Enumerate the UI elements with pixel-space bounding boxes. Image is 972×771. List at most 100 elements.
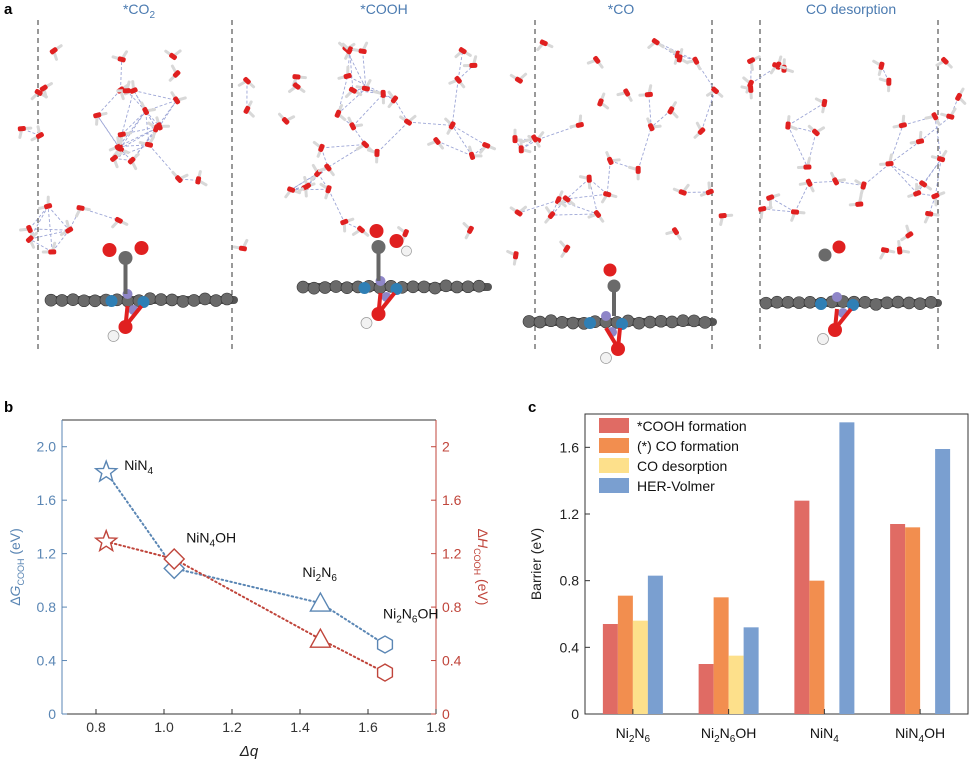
- hydrogen-bond: [650, 110, 672, 128]
- water-oxygen: [65, 226, 74, 234]
- bar-co-formation: [713, 597, 729, 714]
- carbon-atom: [198, 292, 212, 306]
- hydrogen-bond: [376, 121, 409, 154]
- x-tick-label: 1.0: [154, 719, 174, 735]
- carbon-atom: [77, 294, 91, 308]
- water-oxygen: [110, 154, 118, 162]
- water-oxygen: [692, 56, 700, 65]
- water-oxygen: [358, 48, 367, 55]
- carbon-atom: [307, 281, 321, 295]
- x-tick-label: NiN4: [810, 725, 839, 745]
- nickel-atom: [584, 317, 596, 329]
- point-label: NiN4: [124, 457, 153, 477]
- water-oxygen: [697, 127, 706, 135]
- water-oxygen: [281, 117, 290, 125]
- x-tick-label: Ni2N6: [616, 725, 651, 745]
- adsorbate-oxygen: [134, 241, 149, 255]
- hydrogen-bond: [96, 89, 121, 116]
- bar-co-desorption: [728, 655, 744, 714]
- legend-label: (*) CO formation: [637, 438, 739, 454]
- water-oxygen: [448, 121, 456, 130]
- hydrogen-bond: [133, 90, 177, 101]
- carbon-atom: [654, 314, 668, 328]
- hydrogen-bond: [648, 94, 652, 128]
- carbon-atom: [759, 296, 773, 310]
- hydrogen-bond: [518, 199, 559, 214]
- water-oxygen: [905, 231, 914, 239]
- x-tick-label: NiN4OH: [895, 725, 945, 745]
- water-oxygen: [860, 181, 867, 190]
- nitrogen-atom: [601, 311, 611, 321]
- water-oxygen: [343, 73, 352, 80]
- water-oxygen: [803, 164, 812, 170]
- hydrogen-bond: [809, 180, 836, 184]
- right-tick-label: 1.6: [442, 492, 462, 508]
- hydroxyl-oxygen: [611, 342, 625, 356]
- hydrogen-bond: [889, 163, 918, 194]
- carbon-atom: [643, 315, 657, 329]
- hydrogen-bond: [118, 144, 150, 148]
- hydrogen-bond: [916, 158, 942, 194]
- panel-label-b: b: [4, 399, 13, 416]
- hydrogen-bond: [701, 90, 716, 132]
- hydrogen-bond: [863, 163, 890, 186]
- carbon-atom: [803, 295, 817, 309]
- water-oxygen: [512, 135, 518, 144]
- water-oxygen: [348, 86, 357, 94]
- water-oxygen: [593, 56, 601, 64]
- water-oxygen: [766, 194, 775, 201]
- nickel-atom: [137, 296, 150, 308]
- bar-her-volmer: [647, 575, 663, 714]
- right-tick-label: 1.2: [442, 546, 462, 562]
- carbon-atom: [450, 280, 464, 294]
- hydrogen-bond: [566, 178, 590, 200]
- water-oxygen: [175, 175, 183, 183]
- hydrogen-bond: [934, 116, 942, 160]
- water-oxygen: [17, 125, 26, 132]
- water-oxygen: [785, 121, 791, 130]
- hydrogen-bond: [606, 160, 611, 195]
- water-oxygen: [454, 75, 462, 84]
- hydrogen-bond: [787, 125, 808, 168]
- point-label: Ni2N6OH: [383, 606, 438, 626]
- water-oxygen: [711, 86, 719, 95]
- panel-c-chart: 0 0.4 0.8 1.2 1.6 Barrier (eV) Ni2N6 Ni2N6OH NiN…: [528, 413, 969, 745]
- nickel-atom: [358, 282, 371, 294]
- x-tick-label: 0.8: [86, 719, 106, 735]
- hydrogen-bond: [321, 143, 366, 149]
- hydrogen-bond: [29, 229, 70, 240]
- adsorbate-oxygen: [369, 224, 384, 238]
- hydrogen-bond: [695, 60, 716, 91]
- water-oxygen: [562, 195, 571, 203]
- water-oxygen: [805, 178, 813, 187]
- hydrogen-bond: [588, 178, 608, 195]
- point-dg-triangle: [309, 591, 332, 612]
- nickel-atom: [847, 299, 859, 311]
- free-co-carbon: [818, 248, 832, 262]
- water-oxygen: [34, 89, 43, 96]
- bar-co-formation: [809, 580, 825, 714]
- bar-cooh-formation: [890, 524, 906, 714]
- carbon-atom: [296, 280, 310, 294]
- legend-label: CO desorption: [637, 458, 727, 474]
- adsorbate-carbon: [607, 279, 621, 293]
- water-oxygen: [117, 131, 126, 138]
- carbon-atom: [187, 294, 201, 307]
- hydrogen-bond: [120, 59, 123, 91]
- hydrogen-bond: [119, 125, 160, 150]
- point-dh-triangle: [309, 627, 332, 648]
- water-oxygen: [790, 209, 800, 215]
- adsorbate-carbon: [371, 240, 386, 254]
- water-oxygen: [705, 188, 714, 196]
- carbon-atom: [698, 316, 712, 329]
- water-oxygen: [122, 88, 131, 94]
- water-oxygen: [172, 70, 181, 78]
- y-tick-label: 1.6: [560, 439, 580, 455]
- point-dg-star: [93, 459, 119, 483]
- point-label: NiN4OH: [186, 529, 236, 549]
- hydroxyl-oxygen: [118, 320, 133, 334]
- carbon-atom: [676, 314, 690, 327]
- water-oxygen: [678, 189, 687, 196]
- carbon-atom: [924, 296, 938, 309]
